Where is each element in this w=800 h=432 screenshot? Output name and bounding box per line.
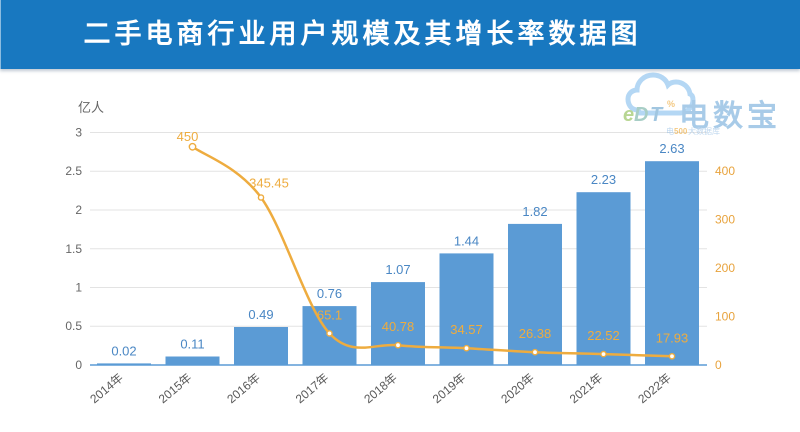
svg-text:1: 1 xyxy=(75,281,82,295)
svg-text:2014年: 2014年 xyxy=(87,371,126,407)
svg-text:34.57: 34.57 xyxy=(450,322,483,337)
svg-text:500: 500 xyxy=(674,127,688,136)
svg-text:200: 200 xyxy=(715,261,735,275)
svg-text:1.82: 1.82 xyxy=(522,204,547,219)
svg-text:450: 450 xyxy=(177,129,199,144)
svg-text:T: T xyxy=(650,104,664,126)
svg-text:0.76: 0.76 xyxy=(317,286,342,301)
svg-text:300: 300 xyxy=(715,213,735,227)
svg-text:0.02: 0.02 xyxy=(111,343,136,358)
svg-text:65.1: 65.1 xyxy=(317,307,342,322)
svg-text:2015年: 2015年 xyxy=(156,371,195,407)
svg-text:3: 3 xyxy=(75,126,82,140)
svg-text:345.45: 345.45 xyxy=(249,176,289,191)
svg-text:0.5: 0.5 xyxy=(65,319,82,333)
svg-text:2: 2 xyxy=(75,203,82,217)
svg-text:亿人: 亿人 xyxy=(78,100,104,115)
svg-text:22.52: 22.52 xyxy=(587,328,620,343)
svg-text:2.5: 2.5 xyxy=(65,164,82,178)
svg-text:2.63: 2.63 xyxy=(659,141,684,156)
svg-text:%: % xyxy=(667,99,675,109)
svg-text:0: 0 xyxy=(715,358,722,372)
svg-text:100: 100 xyxy=(715,310,735,324)
svg-text:2022年: 2022年 xyxy=(635,371,674,407)
svg-text:电: 电 xyxy=(666,126,674,136)
svg-text:e: e xyxy=(623,104,634,126)
svg-text:40.78: 40.78 xyxy=(382,319,415,334)
svg-text:2021年: 2021年 xyxy=(567,371,606,407)
svg-text:17.93: 17.93 xyxy=(656,330,689,345)
svg-text:2019年: 2019年 xyxy=(430,371,469,407)
svg-text:2016年: 2016年 xyxy=(224,371,263,407)
svg-text:1.44: 1.44 xyxy=(454,233,479,248)
svg-text:D: D xyxy=(634,104,648,126)
svg-text:2020年: 2020年 xyxy=(498,371,537,407)
svg-text:26.38: 26.38 xyxy=(519,326,552,341)
svg-text:0.11: 0.11 xyxy=(180,337,204,352)
svg-text:0: 0 xyxy=(75,358,82,372)
svg-text:400: 400 xyxy=(715,164,735,178)
svg-text:1.5: 1.5 xyxy=(65,242,82,256)
svg-text:2017年: 2017年 xyxy=(293,371,332,407)
svg-text:2.23: 2.23 xyxy=(591,172,616,187)
svg-text:1.07: 1.07 xyxy=(385,262,410,277)
svg-text:2018年: 2018年 xyxy=(361,371,400,407)
svg-text:0.49: 0.49 xyxy=(248,307,273,322)
svg-text:大数据库: 大数据库 xyxy=(688,126,720,136)
